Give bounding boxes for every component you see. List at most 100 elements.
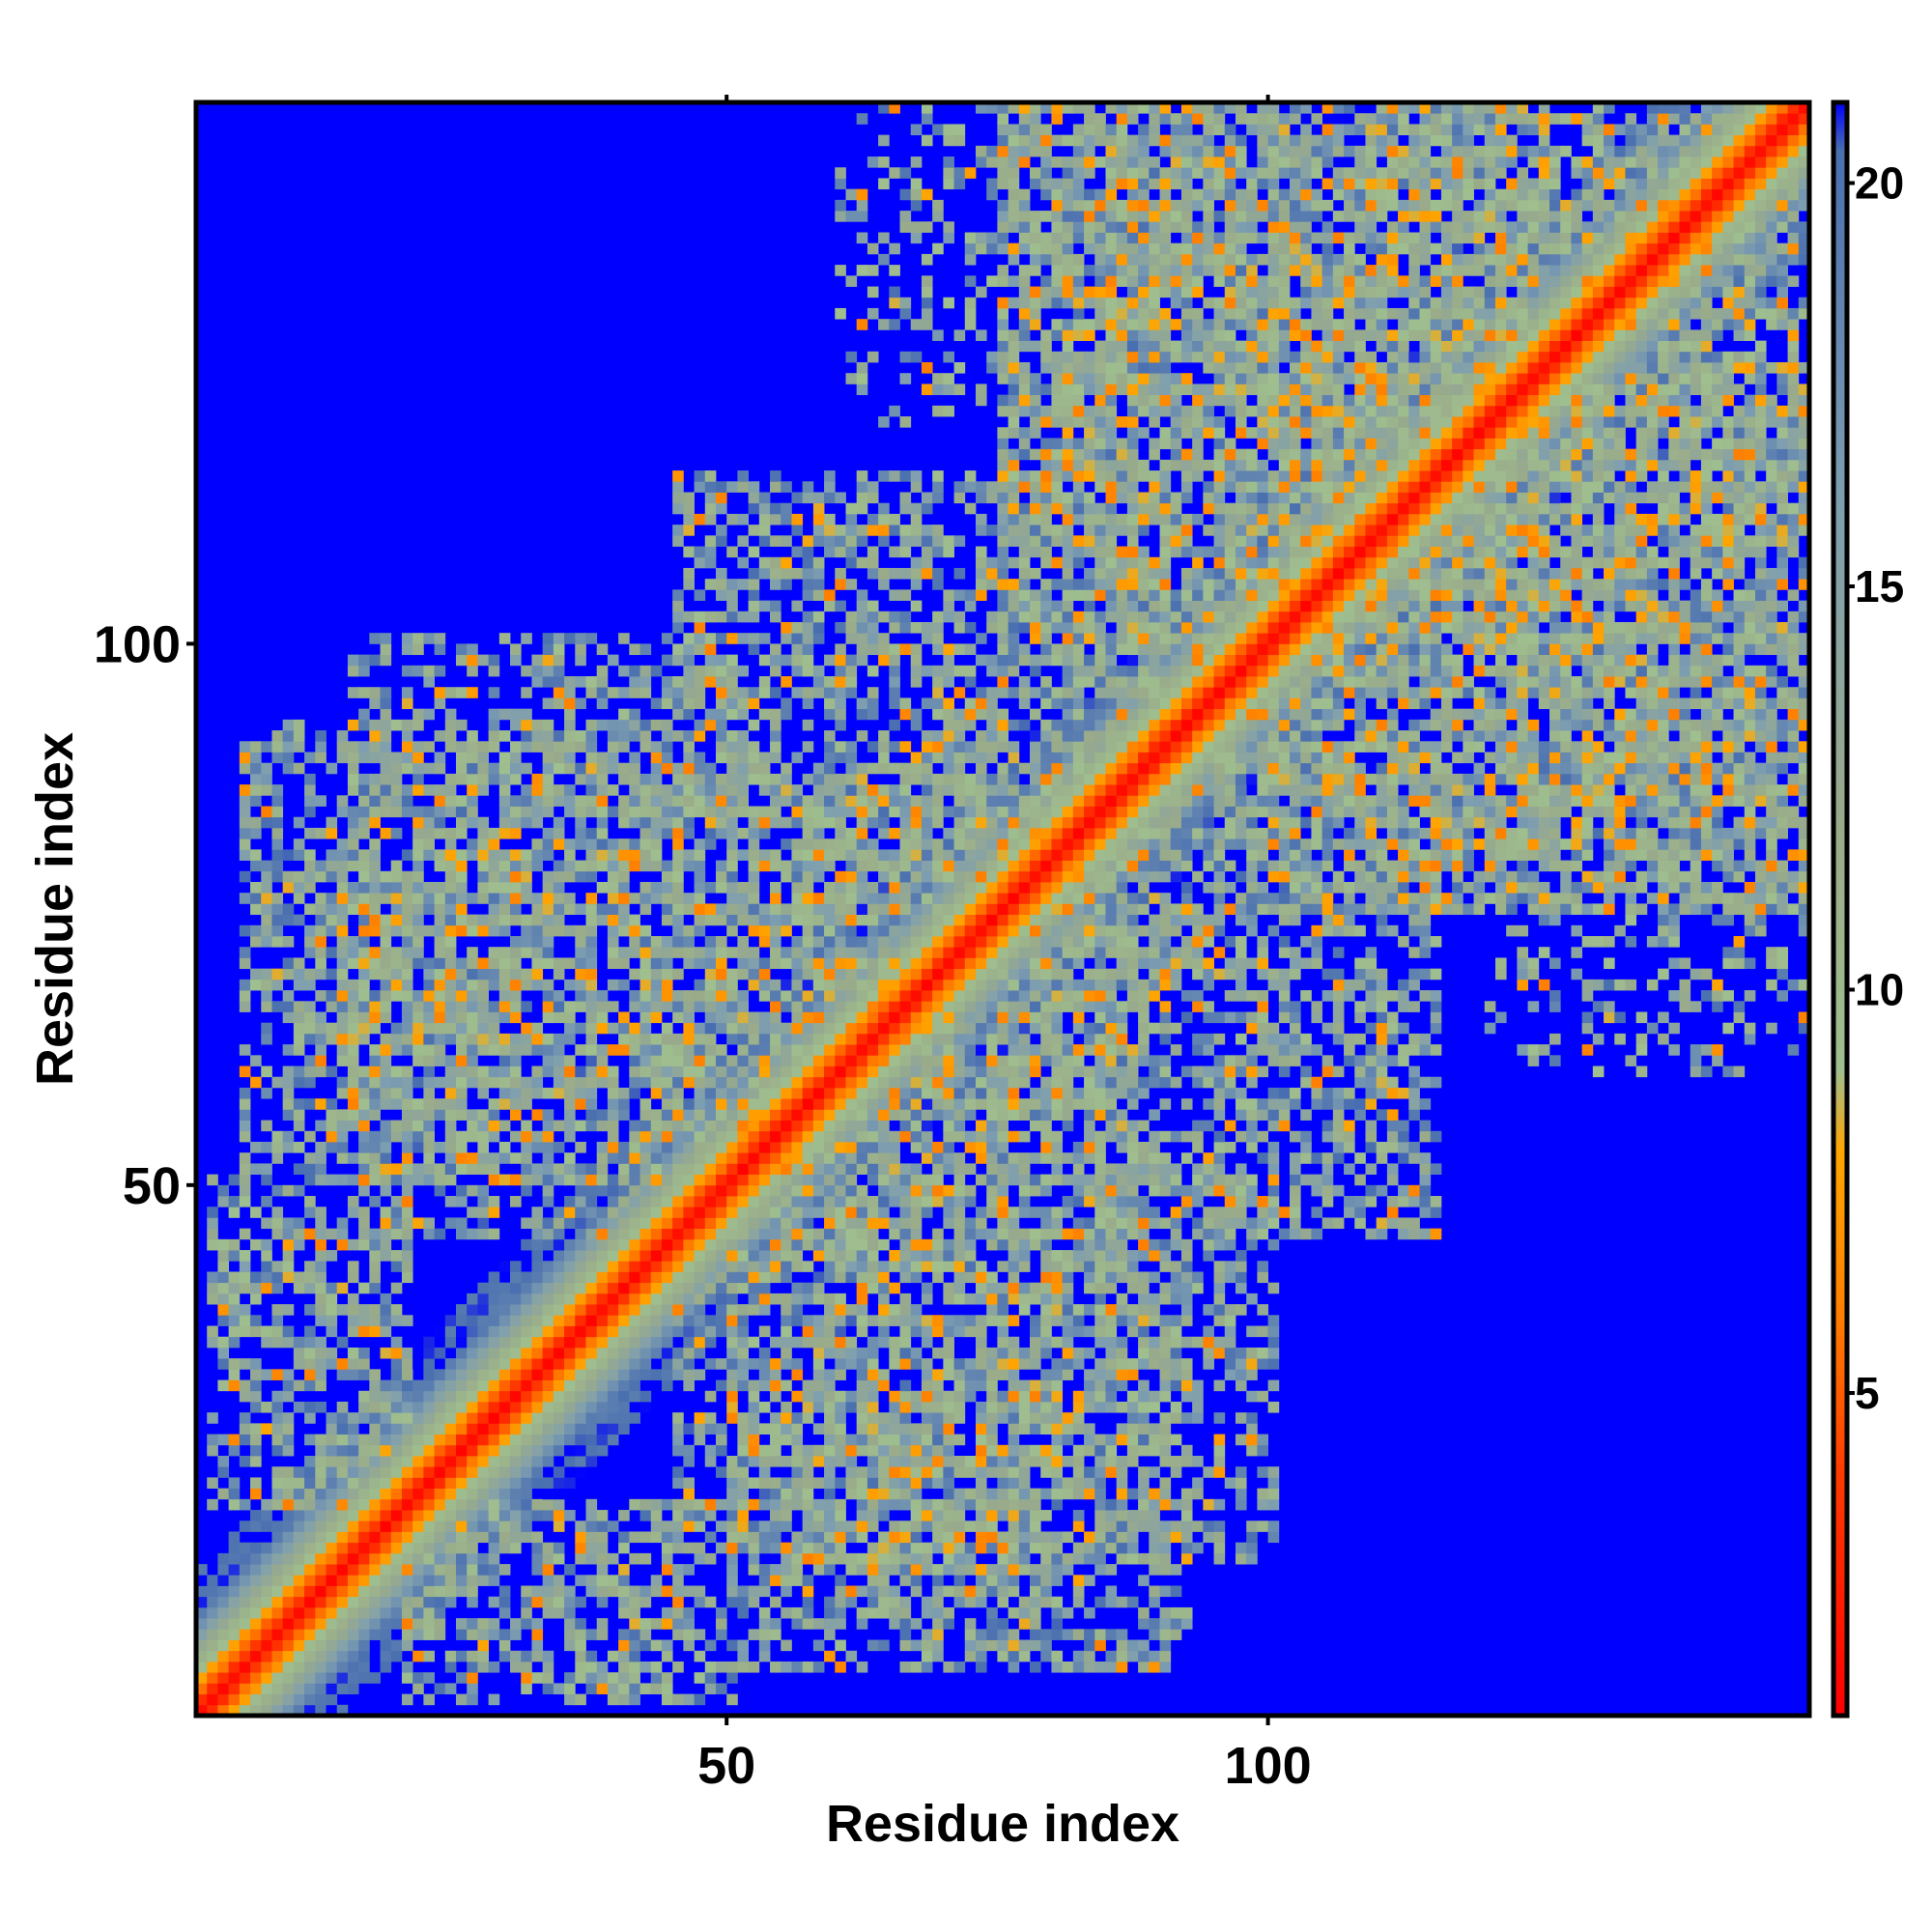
heatmap-cell (672, 838, 684, 850)
heatmap-cell (748, 838, 760, 850)
heatmap-cell (748, 719, 760, 731)
heatmap-cell (282, 1087, 295, 1099)
heatmap-cell (737, 762, 750, 775)
heatmap-cell (271, 1390, 284, 1403)
heatmap-cell (802, 914, 814, 926)
heatmap-cell (271, 849, 284, 861)
heatmap-cell (390, 903, 403, 916)
heatmap-cell (715, 784, 727, 796)
heatmap-cell (553, 1423, 565, 1435)
heatmap-cell (791, 1336, 804, 1349)
heatmap-cell (380, 1510, 392, 1521)
heatmap-cell (824, 924, 836, 937)
heatmap-cell (553, 881, 565, 894)
heatmap-cell (315, 1498, 327, 1511)
heatmap-cell (521, 924, 532, 937)
heatmap-cell (575, 1423, 586, 1435)
heatmap-cell (867, 1109, 879, 1121)
heatmap-cell (661, 1196, 673, 1208)
heatmap-cell (207, 1629, 218, 1640)
heatmap-cell (315, 1672, 327, 1684)
heatmap-cell (899, 1076, 912, 1089)
heatmap-cell (856, 1315, 868, 1326)
heatmap-cell (282, 1065, 295, 1078)
heatmap-cell (444, 1585, 457, 1598)
heatmap-cell (423, 1065, 435, 1078)
heatmap-cell (878, 1152, 890, 1164)
heatmap-cell (575, 1434, 586, 1446)
heatmap-cell (781, 1315, 792, 1326)
heatmap-cell (704, 1336, 717, 1349)
heatmap-cell (618, 870, 630, 883)
heatmap-cell (261, 1120, 272, 1132)
heatmap-cell (315, 1444, 327, 1457)
heatmap-cell (737, 1065, 750, 1078)
heatmap-cell (856, 232, 868, 244)
heatmap-cell (650, 838, 663, 850)
heatmap-cell (336, 1022, 349, 1035)
heatmap-cell (315, 1347, 327, 1359)
heatmap-cell (856, 633, 868, 644)
heatmap-cell (878, 903, 890, 916)
heatmap-cell (835, 1033, 846, 1045)
heatmap-cell (910, 1022, 923, 1035)
heatmap-cell (737, 1261, 750, 1272)
heatmap-cell (510, 1369, 522, 1380)
heatmap-cell (856, 1423, 868, 1435)
heatmap-cell (467, 1477, 478, 1490)
heatmap-cell (542, 1141, 554, 1153)
heatmap-cell (347, 687, 359, 698)
heatmap-cell (358, 1325, 370, 1338)
heatmap-cell (358, 1011, 370, 1024)
heatmap-cell (629, 1693, 640, 1706)
heatmap-cell (336, 1575, 349, 1586)
heatmap-cell (510, 1087, 522, 1099)
heatmap-cell (758, 567, 771, 580)
heatmap-cell (401, 990, 413, 1002)
heatmap-cell (629, 1120, 640, 1132)
heatmap-cell (618, 1022, 630, 1035)
heatmap-cell (726, 1120, 738, 1132)
heatmap-cell (758, 924, 771, 937)
heatmap-cell (878, 513, 890, 526)
heatmap-cell (217, 1585, 230, 1598)
heatmap-cell (369, 1618, 381, 1630)
heatmap-cell (835, 1271, 846, 1284)
heatmap-cell (889, 621, 900, 634)
heatmap-cell (899, 1196, 912, 1208)
heatmap-cell (261, 1629, 272, 1640)
heatmap-cell (867, 1575, 879, 1586)
heatmap-cell (261, 903, 272, 916)
heatmap-cell (802, 633, 814, 644)
heatmap-cell (369, 795, 381, 807)
heatmap-cell (347, 1120, 359, 1132)
heatmap-cell (781, 1498, 792, 1511)
heatmap-cell (802, 827, 814, 839)
heatmap-cell (748, 492, 760, 504)
heatmap-cell (910, 870, 923, 883)
heatmap-cell (575, 1282, 586, 1294)
heatmap-cell (889, 567, 900, 580)
heatmap-cell (867, 990, 879, 1002)
heatmap-cell (812, 1152, 825, 1164)
heatmap-cell (455, 1564, 468, 1576)
heatmap-cell (217, 1184, 230, 1197)
heatmap-cell (639, 1065, 652, 1078)
heatmap-cell (899, 1434, 912, 1446)
heatmap-cell (824, 470, 836, 482)
heatmap-cell (315, 1152, 327, 1164)
heatmap-cell (217, 1606, 230, 1619)
heatmap-cell (845, 870, 858, 883)
heatmap-cell (856, 1184, 868, 1197)
heatmap-cell (575, 1369, 586, 1380)
heatmap-cell (444, 687, 457, 698)
heatmap-cell (802, 1001, 814, 1012)
heatmap-cell (812, 579, 825, 590)
heatmap-cell (694, 1261, 706, 1272)
heatmap-cell (791, 1238, 804, 1251)
heatmap-cell (347, 806, 359, 818)
heatmap-cell (336, 1141, 349, 1153)
heatmap-cell (510, 903, 522, 916)
heatmap-cell (531, 1109, 544, 1121)
heatmap-cell (390, 1564, 403, 1576)
